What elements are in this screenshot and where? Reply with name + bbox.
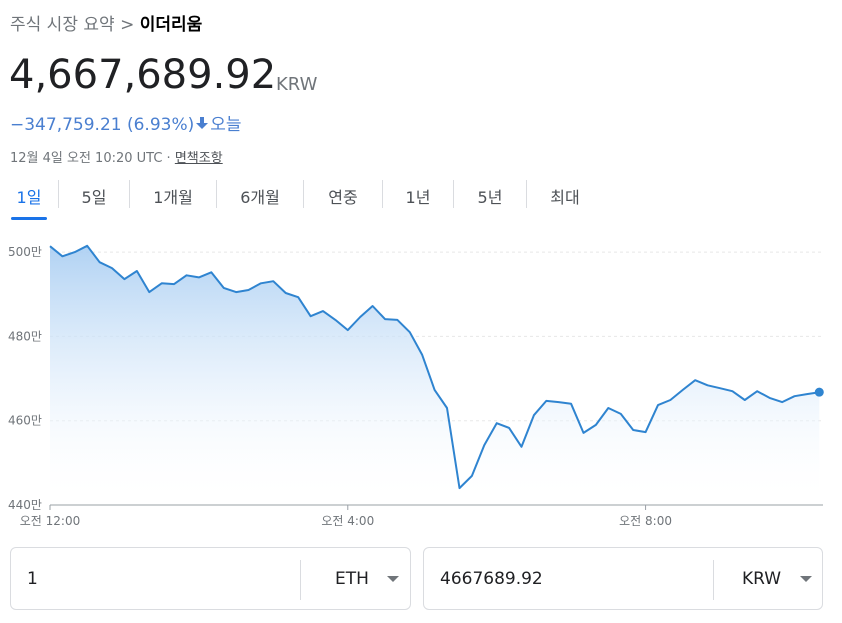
- price-line: [49, 244, 820, 490]
- range-tab[interactable]: 6개월: [240, 188, 280, 207]
- range-tab[interactable]: 1일: [0, 180, 58, 220]
- price: 4,667,689.92: [9, 52, 277, 98]
- disclaimer[interactable]: 면책조항: [174, 151, 223, 166]
- range-tab[interactable]: 5일: [81, 188, 107, 207]
- tab-separator: [382, 180, 383, 208]
- to-unit[interactable]: KRW: [742, 569, 782, 589]
- y-tick-label: 500만: [8, 245, 42, 259]
- from-amount[interactable]: 1: [27, 569, 38, 589]
- breadcrumb-current: 이더리움: [139, 15, 203, 35]
- y-tick-label: 440만: [8, 498, 42, 512]
- range-tab[interactable]: 연중: [328, 188, 358, 207]
- y-tick-label: 460만: [8, 414, 42, 428]
- range-tab[interactable]: 5년: [477, 188, 503, 207]
- range-tab[interactable]: 1개월: [153, 188, 193, 207]
- range-tab[interactable]: 최대: [550, 188, 580, 207]
- divider: [713, 560, 714, 600]
- breadcrumb: 주식 시장 요약 > 이더리움: [10, 10, 202, 35]
- dropdown-arrow[interactable]: [387, 576, 399, 583]
- range-tabs: 1일 5일 1개월 6개월 연중 1년 5년 최대: [0, 180, 603, 220]
- x-tick-label: 오전 4:00: [321, 514, 374, 528]
- tab-separator: [129, 180, 130, 208]
- last-point: [814, 387, 824, 397]
- x-tick-label: 오전 8:00: [619, 514, 672, 528]
- y-tick-label: 480만: [8, 329, 42, 343]
- breadcrumb-separator: >: [120, 15, 135, 35]
- timestamp: 12월 4일 오전 10:20 UTC · 면책조항: [10, 147, 223, 166]
- period: 오늘: [210, 115, 242, 135]
- timestamp-text: 12월 4일 오전 10:20 UTC ·: [10, 151, 171, 166]
- tab-separator: [303, 180, 304, 208]
- converter-to[interactable]: 4667689.92 KRW: [423, 547, 823, 610]
- currency: KRW: [276, 74, 318, 95]
- divider: [300, 560, 301, 600]
- range-tab[interactable]: 1년: [405, 188, 431, 207]
- dropdown-arrow[interactable]: [800, 576, 812, 583]
- tab-separator: [216, 180, 217, 208]
- area-fill: [50, 245, 820, 506]
- from-unit[interactable]: ETH: [335, 569, 369, 589]
- x-tick-label: 오전 12:00: [20, 514, 80, 528]
- down-arrow: [196, 117, 209, 129]
- tab-separator: [526, 180, 527, 208]
- change-value: −347,759.21 (6.93%): [10, 115, 195, 135]
- converter-from[interactable]: 1 ETH: [10, 547, 411, 610]
- to-amount[interactable]: 4667689.92: [440, 569, 543, 589]
- tab-separator: [58, 180, 59, 208]
- tab-separator: [453, 180, 454, 208]
- change: −347,759.21 (6.93%) 오늘: [10, 110, 242, 135]
- breadcrumb-parent[interactable]: 주식 시장 요약: [10, 15, 115, 35]
